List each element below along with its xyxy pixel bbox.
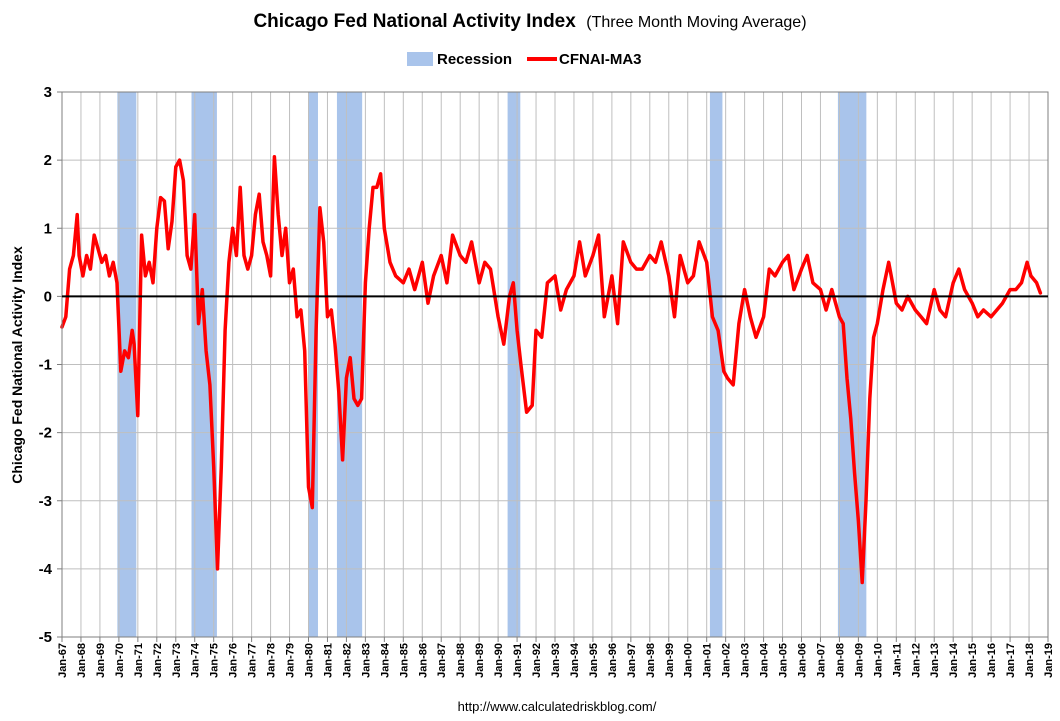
x-tick-label: Jan-98: [645, 643, 657, 678]
x-tick-label: Jan-15: [967, 643, 979, 678]
x-tick-label: Jan-74: [190, 642, 202, 678]
x-tick-label: Jan-13: [929, 643, 941, 678]
legend-label-recession: Recession: [437, 51, 512, 68]
x-tick-label: Jan-10: [872, 643, 884, 678]
x-tick-label: Jan-96: [607, 643, 619, 678]
x-tick-label: Jan-19: [1043, 643, 1055, 678]
x-tick-label: Jan-00: [683, 643, 695, 678]
x-tick-label: Jan-04: [759, 642, 771, 678]
x-tick-label: Jan-01: [702, 643, 714, 678]
y-tick-label: -5: [39, 629, 52, 646]
legend-label-cfnai-ma3: CFNAI-MA3: [559, 51, 642, 68]
chart-title-group: Chicago Fed National Activity Index (Thr…: [253, 11, 806, 32]
x-tick-label: Jan-79: [285, 643, 297, 678]
legend-swatch-recession: [407, 52, 433, 66]
x-tick-label: Jan-17: [1005, 643, 1017, 678]
x-tick-label: Jan-77: [247, 643, 259, 678]
y-axis-label: Chicago Fed National Activity Index: [9, 246, 25, 484]
source-url: http://www.calculatedriskblog.com/: [458, 699, 657, 714]
x-tick-label: Jan-89: [474, 643, 486, 678]
chart-title: Chicago Fed National Activity Index (Thr…: [253, 11, 806, 32]
series-line-cfnai-ma3: [60, 154, 1043, 585]
x-tick-label: Jan-08: [834, 643, 846, 678]
x-tick-label: Jan-09: [853, 643, 865, 678]
x-tick-label: Jan-69: [95, 643, 107, 678]
x-tick-label: Jan-72: [152, 643, 164, 678]
x-tick-label: Jan-84: [379, 642, 391, 678]
x-tick-label: Jan-12: [910, 643, 922, 678]
x-tick-label: Jan-93: [550, 643, 562, 678]
x-tick-label: Jan-70: [114, 643, 126, 678]
chart-subtitle: (Three Month Moving Average): [586, 14, 806, 31]
x-tick-label: Jan-71: [133, 643, 145, 678]
x-tick-label: Jan-14: [948, 642, 960, 678]
axes: 3 2 1 0 -1 -2 -3 -4 -5 Jan-67 Jan-68 Jan-69 Jan-70 Ja…: [39, 84, 1055, 678]
y-tick-label: -1: [39, 357, 52, 374]
x-tick-label: Jan-75: [209, 643, 221, 678]
x-tick-label: Jan-80: [304, 643, 316, 678]
x-tick-label: Jan-82: [341, 643, 353, 678]
x-tick-label: Jan-02: [721, 643, 733, 678]
x-tick-label: Jan-88: [455, 643, 467, 678]
y-tick-label: 0: [44, 288, 52, 305]
x-tick-label: Jan-67: [57, 643, 69, 678]
y-tick-label: -3: [39, 493, 52, 510]
y-tick-label: 3: [44, 84, 52, 101]
x-tick-label: Jan-87: [436, 643, 448, 678]
x-tick-label: Jan-83: [360, 643, 372, 678]
x-tick-label: Jan-95: [588, 643, 600, 678]
y-tick-label: -4: [39, 561, 53, 578]
x-tick-label: Jan-86: [417, 643, 429, 678]
x-tick-label: Jan-68: [76, 643, 88, 678]
x-tick-label: Jan-06: [797, 643, 809, 678]
x-tick-label: Jan-73: [171, 643, 183, 678]
chart-legend: Recession CFNAI-MA3: [407, 51, 642, 68]
series-layer: [60, 154, 1043, 585]
x-tick-label: Jan-05: [778, 643, 790, 678]
x-tick-label: Jan-16: [986, 643, 998, 678]
x-tick-label: Jan-97: [626, 643, 638, 678]
x-tick-label: Jan-07: [815, 643, 827, 678]
x-tick-label: Jan-91: [512, 643, 524, 678]
x-tick-label: Jan-76: [228, 643, 240, 678]
x-tick-label: Jan-92: [531, 643, 543, 678]
x-tick-label: Jan-11: [891, 643, 903, 677]
x-tick-label: Jan-78: [266, 643, 278, 678]
x-tick-label: Jan-94: [569, 642, 581, 678]
y-tick-label: -2: [39, 425, 52, 442]
x-tick-label: Jan-99: [664, 643, 676, 678]
y-tick-label: 2: [44, 152, 52, 169]
x-tick-label: Jan-81: [322, 643, 334, 678]
x-tick-label: Jan-18: [1024, 643, 1036, 678]
x-tick-label: Jan-85: [398, 643, 410, 678]
grid-lines: [61, 91, 1049, 638]
y-tick-label: 1: [44, 220, 52, 237]
chart-title-main: Chicago Fed National Activity Index: [253, 11, 576, 32]
x-tick-label: Jan-03: [740, 643, 752, 678]
x-tick-label: Jan-90: [493, 643, 505, 678]
